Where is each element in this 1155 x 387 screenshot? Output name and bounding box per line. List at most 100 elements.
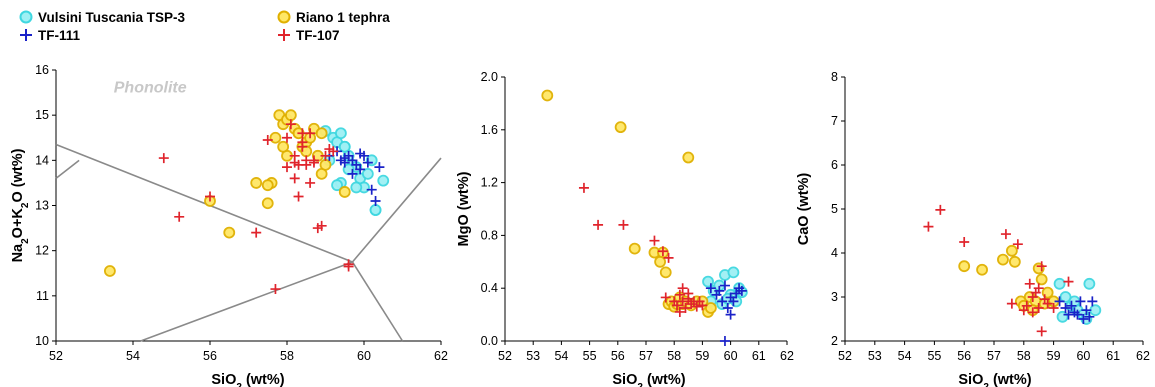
x-tick-label: 56 bbox=[957, 349, 971, 363]
data-point-tf-107 bbox=[677, 296, 688, 307]
data-point-vulsini-tuscania-tsp-3 bbox=[377, 174, 390, 187]
data-point-riano-1-tephra bbox=[223, 226, 236, 239]
data-point-tf-107 bbox=[289, 173, 300, 184]
legend-label: Vulsini Tuscania TSP-3 bbox=[38, 9, 186, 25]
data-point-tf-107 bbox=[677, 283, 688, 294]
data-point-riano-1-tephra bbox=[315, 127, 328, 140]
data-point-riano-1-tephra bbox=[1035, 273, 1048, 286]
data-point-riano-1-tephra bbox=[682, 151, 695, 164]
data-point-riano-1-tephra bbox=[250, 177, 263, 189]
data-point-tf-107 bbox=[251, 227, 262, 238]
x-tick-label: 58 bbox=[280, 349, 294, 363]
data-point-tf-107 bbox=[297, 128, 308, 139]
data-point-tf-107 bbox=[1012, 239, 1023, 250]
x-tick-label: 60 bbox=[357, 349, 371, 363]
data-point-riano-1-tephra bbox=[958, 260, 971, 273]
legend-item-tf107: TF-107 bbox=[276, 26, 340, 44]
data-point-tf-111 bbox=[705, 283, 716, 294]
x-tick-label: 57 bbox=[639, 349, 653, 363]
y-axis-label: Na2O+K2O (wt%) bbox=[10, 148, 31, 262]
y-tick-label: 6 bbox=[831, 158, 838, 172]
data-point-tf-107 bbox=[674, 289, 685, 300]
field-boundary-line bbox=[140, 261, 353, 342]
data-point-riano-1-tephra bbox=[277, 140, 290, 153]
data-point-riano-1-tephra bbox=[319, 158, 332, 171]
y-tick-label: 15 bbox=[35, 108, 49, 122]
data-point-tf-107 bbox=[578, 182, 589, 193]
y-tick-label: 3 bbox=[831, 290, 838, 304]
x-tick-label: 62 bbox=[780, 349, 794, 363]
x-tick-label: 59 bbox=[1047, 349, 1061, 363]
y-tick-label: 2.0 bbox=[481, 70, 498, 84]
data-point-tf-107 bbox=[158, 153, 169, 164]
data-point-tf-107 bbox=[680, 303, 691, 313]
x-tick-label: 59 bbox=[695, 349, 709, 363]
data-point-tf-111 bbox=[719, 280, 730, 291]
x-tick-label: 53 bbox=[868, 349, 882, 363]
chart-panel-1: 52 54 56 58 60 62 10 11 12 13 14 15 16 SiO2 (wt%) Na2O… bbox=[10, 63, 448, 387]
data-point-tf-111 bbox=[366, 184, 377, 195]
data-point-tf-111 bbox=[1078, 314, 1089, 324]
y-tick-label: 2 bbox=[831, 334, 838, 348]
data-point-tf-111 bbox=[359, 150, 369, 161]
data-point-tf-107 bbox=[297, 141, 308, 152]
data-point-tf-107 bbox=[1021, 300, 1032, 311]
x-tick-label: 53 bbox=[526, 349, 540, 363]
y-tick-label: 5 bbox=[831, 202, 838, 216]
data-point-tf-107 bbox=[293, 191, 304, 202]
data-point-vulsini-tuscania-tsp-3 bbox=[369, 204, 382, 216]
data-point-vulsini-tuscania-tsp-3 bbox=[1083, 277, 1096, 290]
data-point-riano-1-tephra bbox=[614, 121, 627, 134]
data-point-riano-1-tephra bbox=[541, 89, 554, 102]
x-tick-label: 55 bbox=[927, 349, 941, 363]
circle-icon bbox=[277, 10, 291, 24]
data-point-tf-111 bbox=[339, 157, 350, 168]
data-point-riano-1-tephra bbox=[654, 255, 666, 268]
data-point-tf-107 bbox=[672, 300, 683, 311]
x-tick-label: 62 bbox=[434, 349, 448, 363]
field-boundary-line bbox=[351, 157, 442, 263]
data-point-tf-107 bbox=[674, 306, 685, 317]
data-point-tf-107 bbox=[343, 261, 354, 272]
y-tick-label: 8 bbox=[831, 70, 838, 84]
data-point-tf-107 bbox=[262, 135, 273, 146]
data-point-vulsini-tuscania-tsp-3 bbox=[331, 179, 343, 192]
data-point-tf-111 bbox=[370, 195, 381, 206]
legend-item-tsp3: Vulsini Tuscania TSP-3 bbox=[18, 8, 185, 26]
data-point-tf-107 bbox=[697, 300, 708, 311]
y-axis-label: CaO (wt%) bbox=[796, 173, 812, 246]
data-point-riano-1-tephra bbox=[704, 302, 717, 314]
data-point-tf-111 bbox=[1084, 311, 1095, 322]
data-point-tf-111 bbox=[719, 336, 730, 346]
y-tick-label: 0.4 bbox=[481, 281, 498, 295]
data-point-tf-107 bbox=[663, 252, 674, 263]
data-point-vulsini-tuscania-tsp-3 bbox=[334, 127, 347, 140]
legend-label: Riano 1 tephra bbox=[296, 9, 390, 25]
data-point-riano-1-tephra bbox=[261, 179, 274, 192]
data-point-riano-1-tephra bbox=[284, 109, 297, 122]
data-point-vulsini-tuscania-tsp-3 bbox=[1059, 291, 1072, 303]
data-point-riano-1-tephra bbox=[338, 186, 351, 198]
legend-item-riano: Riano 1 tephra bbox=[276, 8, 390, 26]
data-point-tf-111 bbox=[1072, 309, 1083, 320]
circle-icon bbox=[19, 10, 33, 24]
data-point-vulsini-tuscania-tsp-3 bbox=[338, 140, 351, 153]
data-point-tf-107 bbox=[270, 284, 281, 295]
x-tick-label: 55 bbox=[583, 349, 597, 363]
y-tick-label: 4 bbox=[831, 246, 838, 260]
data-point-vulsini-tuscania-tsp-3 bbox=[727, 266, 740, 279]
data-point-tf-111 bbox=[1066, 300, 1077, 311]
field-boundary-line bbox=[55, 143, 353, 263]
data-point-tf-111 bbox=[722, 303, 733, 313]
data-point-tf-107 bbox=[289, 157, 300, 168]
data-point-tf-111 bbox=[717, 296, 728, 307]
field-label-phonolite: Phonolite bbox=[114, 80, 187, 97]
x-tick-label: 61 bbox=[752, 349, 766, 363]
data-point-tf-107 bbox=[1033, 283, 1044, 294]
data-point-tf-111 bbox=[1075, 296, 1086, 307]
plus-icon bbox=[20, 29, 32, 41]
y-tick-label: 11 bbox=[36, 289, 49, 303]
data-point-tf-107 bbox=[316, 220, 327, 231]
x-axis-label: SiO2 (wt%) bbox=[211, 372, 284, 387]
